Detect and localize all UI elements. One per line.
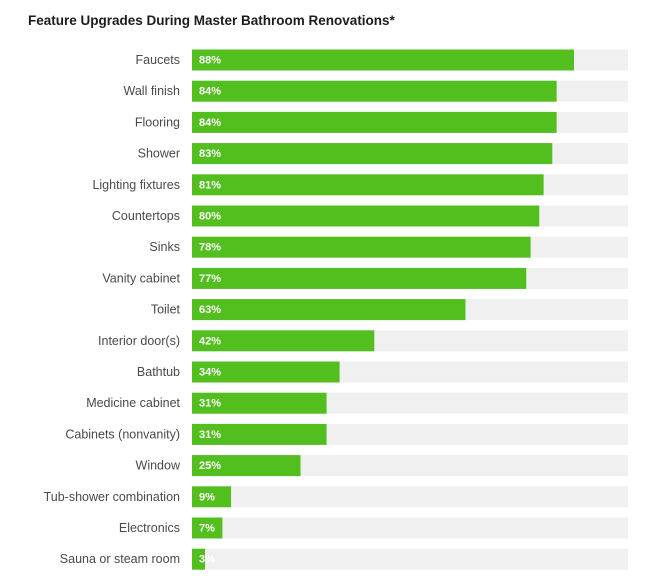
category-label: Sinks (149, 240, 180, 254)
value-label: 78% (199, 242, 221, 254)
bar (192, 330, 375, 352)
category-label: Medicine cabinet (86, 396, 180, 410)
value-label: 84% (199, 86, 221, 98)
category-label: Window (136, 459, 181, 473)
value-label: 34% (199, 367, 221, 379)
bar (192, 205, 540, 227)
bar-track (192, 455, 628, 477)
category-label: Bathtub (137, 365, 180, 379)
bar (192, 361, 340, 383)
bar (192, 423, 327, 445)
category-label: Countertops (112, 209, 180, 223)
bar (192, 143, 553, 165)
value-label: 7% (199, 523, 215, 535)
category-label: Cabinets (nonvanity) (65, 427, 180, 441)
bar (192, 111, 557, 133)
category-label: Flooring (135, 115, 180, 129)
category-label: Shower (138, 147, 180, 161)
value-label: 31% (199, 398, 221, 410)
bar (192, 392, 327, 414)
value-label: 31% (199, 429, 221, 441)
value-label: 77% (199, 273, 221, 285)
value-label: 3% (199, 554, 215, 566)
category-label: Interior door(s) (98, 334, 180, 348)
category-label: Sauna or steam room (60, 552, 180, 566)
value-label: 80% (199, 211, 221, 223)
category-label: Toilet (151, 303, 181, 317)
category-label: Electronics (119, 521, 180, 535)
bar-track (192, 517, 628, 539)
category-label: Wall finish (124, 84, 181, 98)
value-label: 9% (199, 491, 215, 503)
value-label: 88% (199, 55, 221, 67)
value-label: 25% (199, 460, 221, 472)
bar (192, 267, 527, 289)
bar (192, 80, 557, 102)
bar (192, 486, 232, 508)
bar-track (192, 548, 628, 570)
bar (192, 517, 223, 539)
value-label: 81% (199, 179, 221, 191)
value-label: 42% (199, 335, 221, 347)
bar-track (192, 486, 628, 508)
chart-title: Feature Upgrades During Master Bathroom … (28, 13, 395, 28)
bar (192, 49, 574, 71)
value-label: 83% (199, 148, 221, 160)
bar (192, 455, 301, 477)
bar (192, 299, 466, 321)
bar (192, 174, 544, 196)
bar (192, 236, 531, 258)
category-label: Faucets (136, 53, 180, 67)
bar (192, 548, 206, 570)
category-label: Lighting fixtures (92, 178, 180, 192)
value-label: 84% (199, 117, 221, 129)
value-label: 63% (199, 304, 221, 316)
category-label: Tub-shower combination (44, 490, 180, 504)
category-label: Vanity cabinet (102, 271, 180, 285)
